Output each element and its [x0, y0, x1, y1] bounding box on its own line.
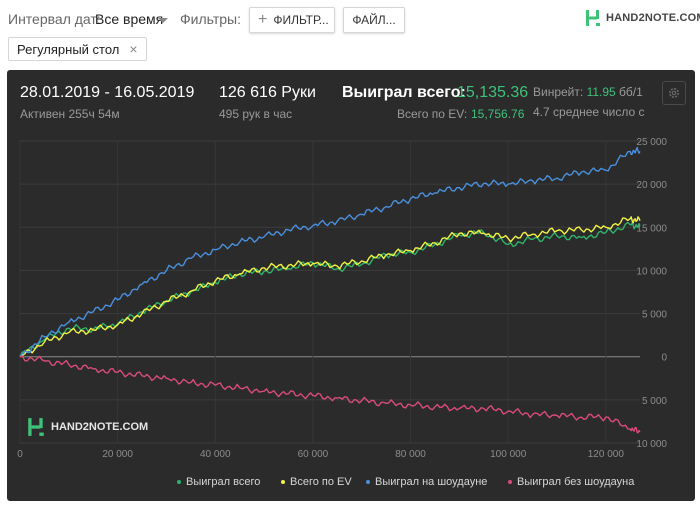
- ev-total-line: [19, 216, 641, 358]
- files-button[interactable]: ФАЙЛ...: [343, 7, 405, 33]
- legend-label-showdown: Выиграл на шоудауне: [375, 476, 488, 488]
- hands-count: 126 616 Руки: [219, 84, 316, 101]
- winrate-label: Винрейт:: [533, 85, 584, 99]
- y-tick-label: 10 000: [636, 439, 667, 450]
- legend-item-won[interactable]: Выиграл всего: [177, 476, 260, 488]
- legend-label-ev: Всего по EV: [290, 476, 352, 488]
- legend-item-showdown[interactable]: Выиграл на шоудауне: [366, 476, 487, 488]
- add-filter-label: ФИЛЬТР...: [273, 13, 329, 27]
- avg-info: 4.7 среднее число с: [533, 105, 645, 119]
- x-tick-label: 100 000: [490, 449, 527, 460]
- files-button-label: ФАЙЛ...: [352, 13, 396, 27]
- table-filter-chip[interactable]: Регулярный стол ×: [8, 37, 147, 61]
- chart-series: [19, 146, 641, 434]
- legend-dot-showdown: [366, 480, 370, 484]
- y-tick-label: 0: [661, 353, 667, 364]
- logo: HAND2NOTE.COM: [585, 9, 700, 27]
- legend-dot-won: [177, 480, 181, 484]
- date-interval-label: Интервал дат:: [8, 11, 101, 27]
- winnings-chart: 25 000 20 000 15 000 10 000 5 000 0 5 000 10 00…: [17, 137, 667, 460]
- x-tick-label: 60 000: [298, 449, 329, 460]
- add-filter-button[interactable]: + ФИЛЬТР...: [249, 7, 335, 33]
- x-tick-label: 40 000: [200, 449, 231, 460]
- hands-per-hour: 495 рук в час: [219, 107, 293, 121]
- chevron-down-icon[interactable]: [158, 18, 168, 23]
- winrate: Винрейт: 11.95 бб/1: [533, 85, 651, 99]
- filters-label: Фильтры:: [180, 11, 241, 27]
- watermark-text: HAND2NOTE.COM: [51, 421, 149, 433]
- table-chip-label: Регулярный стол: [17, 41, 120, 57]
- legend-label-nonshowdown: Выиграл без шоудауна: [517, 476, 635, 488]
- y-tick-label: 5 000: [642, 396, 667, 407]
- legend-dot-ev: [281, 480, 285, 484]
- logo-text: HAND2NOTE.COM: [606, 12, 700, 24]
- gear-icon: [669, 88, 679, 98]
- ev-total-label: Всего по EV:: [397, 107, 468, 121]
- winrate-unit: бб/1: [619, 85, 643, 99]
- watermark-logo-icon: [28, 418, 44, 436]
- legend-item-ev[interactable]: Всего по EV: [281, 476, 352, 488]
- y-tick-label: 5 000: [642, 310, 667, 321]
- y-tick-label: 20 000: [636, 180, 667, 191]
- date-interval-select[interactable]: Все время: [95, 11, 164, 27]
- x-tick-label: 20 000: [102, 449, 133, 460]
- filter-bar: Интервал дат: Все время Фильтры: + ФИЛЬТ…: [0, 0, 700, 66]
- active-time: Активен 255ч 54м: [20, 107, 120, 121]
- x-tick-label: 120 000: [588, 449, 625, 460]
- won-total-value: 15,135.36: [457, 84, 529, 101]
- chart-grid: [19, 140, 640, 444]
- legend-label-won: Выиграл всего: [186, 476, 261, 488]
- y-tick-label: 25 000: [636, 137, 667, 148]
- non-showdown-line: [19, 355, 641, 434]
- graph-panel: 28.01.2019 - 16.05.2019 Активен 255ч 54м…: [7, 70, 695, 501]
- plus-icon: +: [258, 11, 268, 28]
- close-icon[interactable]: ×: [129, 41, 138, 57]
- won-total-line: [19, 221, 641, 358]
- winrate-value: 11.95: [586, 85, 616, 99]
- ev-total-value: 15,756.76: [471, 107, 525, 121]
- x-tick-label: 0: [17, 449, 23, 460]
- y-tick-label: 15 000: [636, 223, 667, 234]
- legend-item-nonshowdown[interactable]: Выиграл без шоудауна: [508, 476, 634, 488]
- x-tick-label: 80 000: [395, 449, 426, 460]
- chart-watermark: HAND2NOTE.COM: [27, 417, 148, 437]
- date-range: 28.01.2019 - 16.05.2019: [20, 84, 195, 101]
- chart-axis-labels: 25 000 20 000 15 000 10 000 5 000 0 5 000 10 00…: [17, 137, 667, 460]
- hand2note-logo-icon: [586, 10, 600, 26]
- settings-button[interactable]: [662, 81, 686, 105]
- showdown-line: [19, 146, 641, 358]
- won-total-label: Выиграл всего:: [342, 84, 466, 101]
- legend-dot-nonshowdown: [508, 480, 512, 484]
- y-tick-label: 10 000: [636, 266, 667, 277]
